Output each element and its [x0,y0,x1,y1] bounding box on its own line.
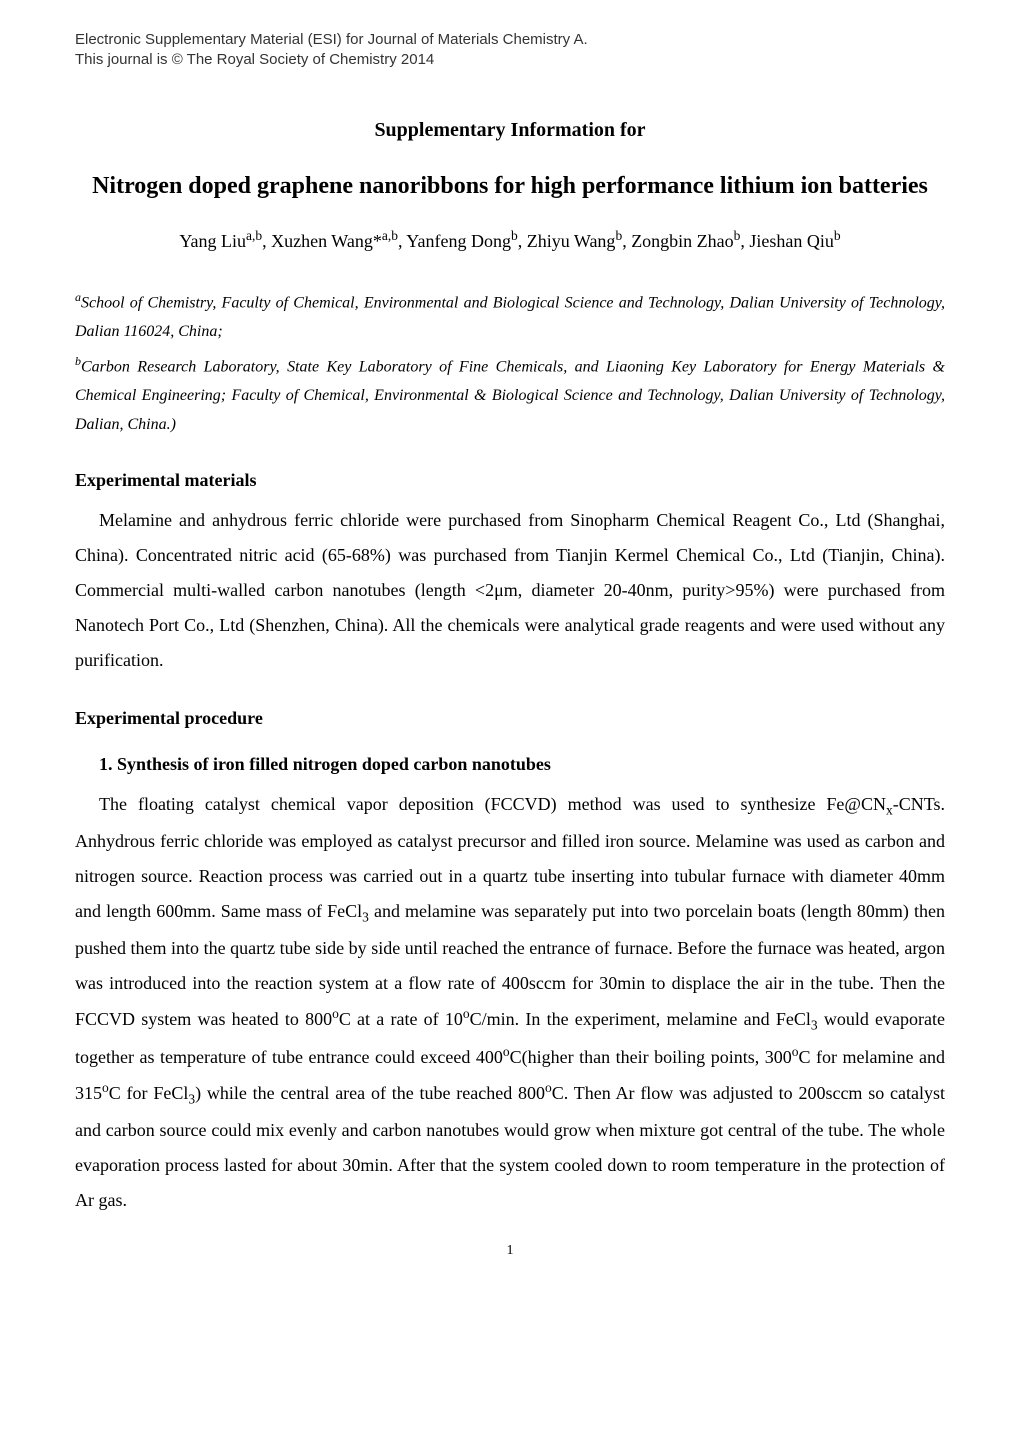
materials-body: Melamine and anhydrous ferric chloride w… [75,503,945,678]
authors-list: Yang Liua,b, Xuzhen Wang*a,b, Yanfeng Do… [75,228,945,252]
page-number: 1 [75,1243,945,1259]
section-heading-procedure: Experimental procedure [75,708,945,729]
journal-header-line1: Electronic Supplementary Material (ESI) … [75,30,945,50]
supplementary-label: Supplementary Information for [75,119,945,142]
subsection-heading-synthesis: 1. Synthesis of iron filled nitrogen dop… [75,754,945,775]
affiliation-a: aSchool of Chemistry, Faculty of Chemica… [75,287,945,347]
journal-header-line2: This journal is © The Royal Society of C… [75,50,945,70]
paper-title: Nitrogen doped graphene nanoribbons for … [75,162,945,210]
affiliation-b: bCarbon Research Laboratory, State Key L… [75,351,945,440]
section-heading-materials: Experimental materials [75,470,945,491]
procedure-body: The floating catalyst chemical vapor dep… [75,787,945,1218]
